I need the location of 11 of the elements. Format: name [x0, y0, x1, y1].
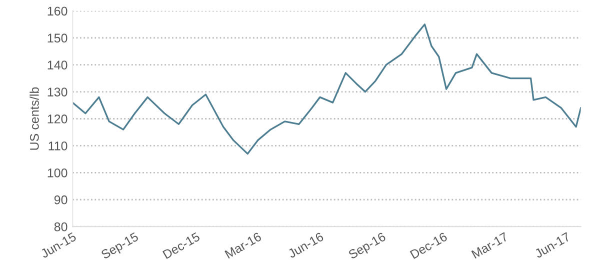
- y-tick-label: 120: [48, 114, 68, 124]
- y-tick-label: 90: [54, 195, 68, 204]
- y-axis-title: US cents/lb: [30, 87, 39, 150]
- line-series: [72, 24, 581, 155]
- y-tick-label: 100: [48, 168, 68, 178]
- y-tick-label: 150: [48, 34, 68, 43]
- y-tick-label: 160: [48, 6, 68, 16]
- y-tick-label: 80: [54, 222, 68, 232]
- y-tick-label: 140: [48, 60, 68, 70]
- y-tick-label: 130: [48, 88, 68, 96]
- y-tick-label: 110: [48, 142, 68, 150]
